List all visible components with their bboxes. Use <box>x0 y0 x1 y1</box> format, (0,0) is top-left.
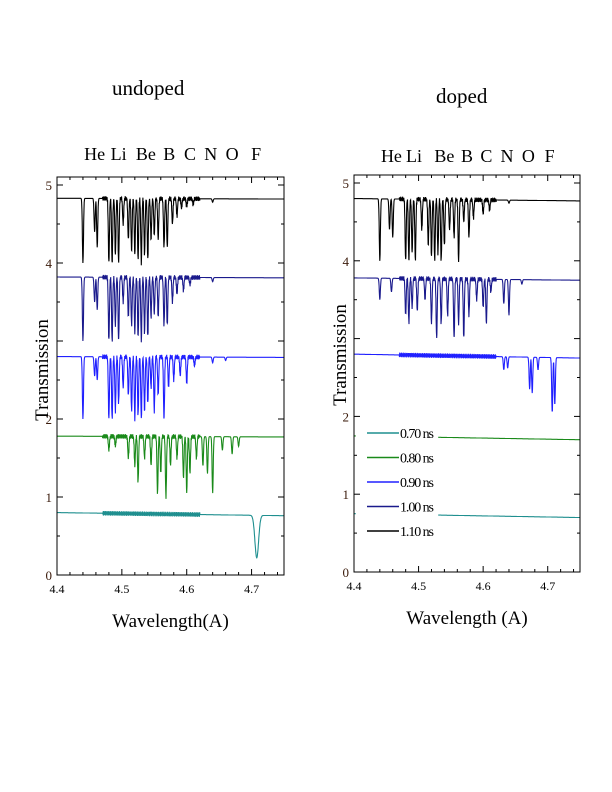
x-tick-label: 4.4 <box>50 582 65 596</box>
element-label: F <box>251 144 261 164</box>
x-tick-label: 4.6 <box>179 582 194 596</box>
legend-label: 0.70 ns <box>400 427 434 442</box>
element-label: He <box>381 146 402 166</box>
series-line-1-00-ns <box>354 275 580 339</box>
undoped-title: undoped <box>112 76 185 100</box>
legend-label: 1.00 ns <box>400 501 434 516</box>
series-line-0-80-ns <box>354 435 580 441</box>
series-line-1-00-ns <box>57 274 284 343</box>
element-label: Be <box>136 144 156 164</box>
y-tick-label: 0 <box>343 565 350 580</box>
y-tick-label: 2 <box>343 409 350 424</box>
x-tick-label: 4.7 <box>244 582 259 596</box>
x-tick-label: 4.5 <box>411 579 426 593</box>
y-tick-label: 1 <box>343 487 350 502</box>
legend-label: 0.80 ns <box>400 452 434 467</box>
y-tick-label: 2 <box>46 412 53 427</box>
y-tick-label: 4 <box>46 256 53 271</box>
element-label: C <box>184 144 196 164</box>
y-tick-label: 0 <box>46 568 53 583</box>
x-axis-label: Wavelength(A) <box>112 611 229 632</box>
element-label: O <box>226 144 239 164</box>
x-axis-label: Wavelength (A) <box>406 608 527 629</box>
series-line-0-70-ns <box>57 510 284 559</box>
element-label: He <box>84 144 105 164</box>
y-axis-label: Transmission <box>330 304 351 406</box>
element-label: F <box>545 146 555 166</box>
y-tick-label: 5 <box>46 178 53 193</box>
element-label: Li <box>111 144 127 164</box>
chart-1: 4.4 4.5 4.6 4.7 0 1 2 4 5 Wavelength (A) Transmiss… <box>330 146 581 629</box>
element-label: Li <box>406 146 422 166</box>
legend-label: 0.90 ns <box>400 476 434 491</box>
series-line-0-80-ns <box>57 433 284 499</box>
y-axis-label: Transmission <box>32 319 53 421</box>
series-line-0-70-ns <box>353 513 580 519</box>
plot-frame <box>353 174 581 573</box>
series-line-0-90-ns <box>354 352 580 412</box>
chart-0: 4.4 4.5 4.6 4.7 0 1 2 4 5 Wavelength(A) Transmissi… <box>32 144 285 632</box>
element-label: B <box>461 146 473 166</box>
legend-label: 1.10 ns <box>400 525 434 540</box>
element-label: N <box>204 144 217 164</box>
x-tick-label: 4.4 <box>347 579 362 593</box>
element-label: Be <box>434 146 454 166</box>
x-tick-label: 4.5 <box>114 582 129 596</box>
y-tick-label: 1 <box>46 490 53 505</box>
doped-title: doped <box>436 84 488 108</box>
series-line-0-90-ns <box>57 354 284 422</box>
element-label: O <box>522 146 535 166</box>
series-line-1-10-ns <box>354 196 580 263</box>
element-label: B <box>163 144 175 164</box>
element-label: C <box>480 146 492 166</box>
element-label: N <box>501 146 514 166</box>
series-line-1-10-ns <box>57 195 284 266</box>
y-tick-label: 4 <box>343 254 350 269</box>
plot-frame <box>56 176 285 576</box>
x-tick-label: 4.6 <box>476 579 491 593</box>
x-tick-label: 4.7 <box>540 579 555 593</box>
y-tick-label: 5 <box>343 176 350 191</box>
